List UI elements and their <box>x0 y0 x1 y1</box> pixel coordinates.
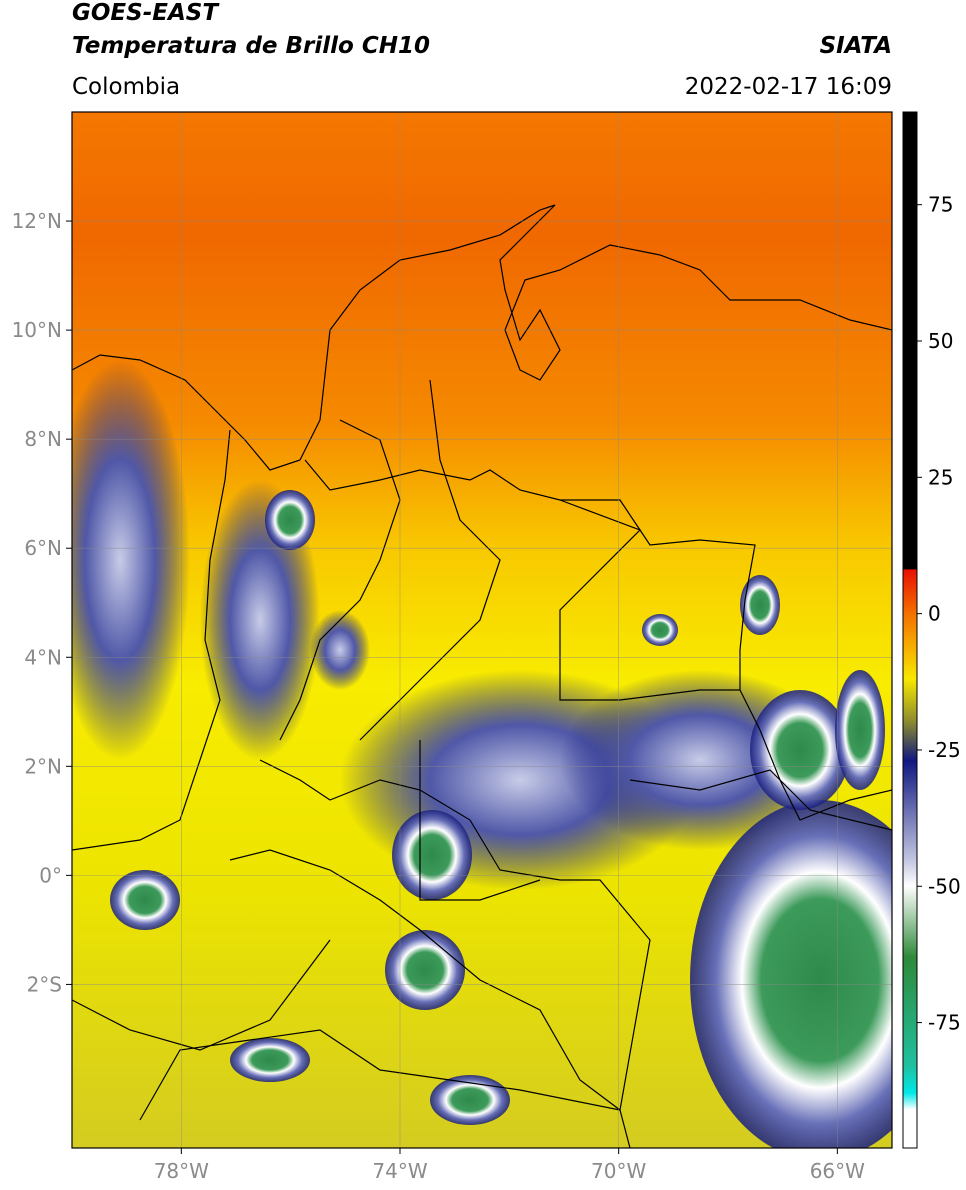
colorbar-tick-label: 50 <box>928 329 953 353</box>
colorbar-tick-label: 0 <box>928 602 941 626</box>
title: GOES-EAST <box>72 0 220 26</box>
datetime: 2022-02-17 16:09 <box>685 74 892 100</box>
x-tick-label: 70°W <box>591 1159 646 1183</box>
subtitle: Temperatura de Brillo CH10 <box>72 33 430 59</box>
y-tick-label: 8°N <box>24 427 62 451</box>
y-tick-label: 10°N <box>12 318 62 342</box>
region: Colombia <box>72 74 180 100</box>
x-tick-label: 74°W <box>372 1159 427 1183</box>
satellite-image <box>72 112 892 1148</box>
y-tick-label: 2°N <box>24 754 62 778</box>
colorbar-tick-label: -50 <box>928 874 961 898</box>
source: SIATA <box>820 33 892 59</box>
colorbar-tick-label: 25 <box>928 465 953 489</box>
x-tick-label: 78°W <box>154 1159 209 1183</box>
colorbar-tick-label: -25 <box>928 738 961 762</box>
colorbar-tick-label: -75 <box>928 1011 961 1035</box>
colorbar <box>902 111 918 1149</box>
y-tick-label: 0° <box>39 863 62 887</box>
y-tick-label: 6°N <box>24 536 62 560</box>
map-frame <box>71 111 893 1149</box>
graticule <box>72 112 892 1148</box>
x-tick-label: 66°W <box>810 1159 865 1183</box>
y-tick-label: 12°N <box>12 209 62 233</box>
y-tick-label: 4°N <box>24 645 62 669</box>
y-tick-label: 2°S <box>27 972 62 996</box>
colorbar-tick-label: 75 <box>928 193 953 217</box>
